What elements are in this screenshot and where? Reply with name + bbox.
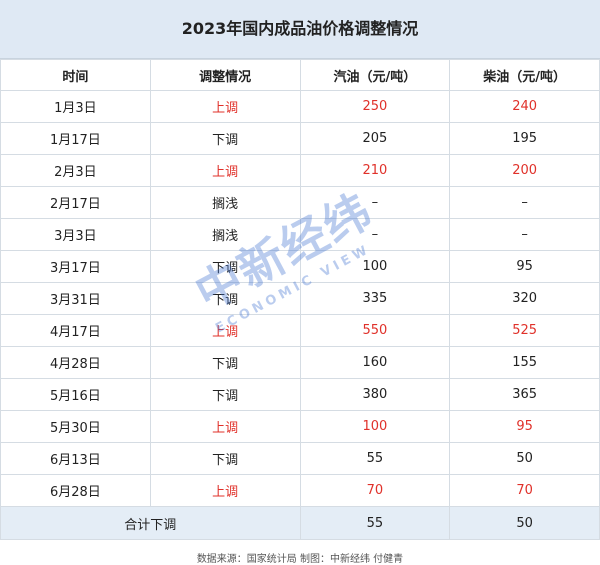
title: 2023年国内成品油价格调整情况: [0, 0, 600, 59]
cell: 3月31日: [0, 282, 151, 315]
cell: 100: [299, 410, 451, 443]
cell: 155: [449, 346, 600, 379]
cell: 1月3日: [0, 90, 151, 123]
cell: 下调: [149, 250, 301, 283]
cell: 3月3日: [0, 218, 151, 251]
cell: 250: [299, 90, 451, 123]
cell: 下调: [149, 378, 301, 411]
cell: 时间: [0, 59, 151, 91]
cell: 200: [449, 154, 600, 187]
data-row: 4月28日 下调 160 155: [0, 346, 600, 379]
cell: 3月17日: [0, 250, 151, 283]
cell: –: [299, 186, 451, 219]
cell: 95: [449, 250, 600, 283]
cell: 上调: [149, 314, 301, 347]
cell: 2月17日: [0, 186, 151, 219]
cell: 335: [299, 282, 451, 315]
data-row: 3月17日 下调 100 95: [0, 250, 600, 283]
cell: –: [299, 218, 451, 251]
data-row: 5月30日 上调 100 95: [0, 410, 600, 443]
cell: 55: [299, 442, 451, 475]
cell: 380: [299, 378, 451, 411]
cell: 240: [449, 90, 600, 123]
cell: 下调: [149, 346, 301, 379]
cell: 上调: [149, 474, 301, 507]
data-row: 1月17日 下调 205 195: [0, 122, 600, 155]
data-row: 3月3日 搁浅 – –: [0, 218, 600, 251]
data-row: 5月16日 下调 380 365: [0, 378, 600, 411]
cell: –: [449, 218, 600, 251]
cell: 320: [449, 282, 600, 315]
total-row: 合计下调 55 50: [0, 506, 600, 540]
data-row: 1月3日 上调 250 240: [0, 90, 600, 123]
cell: 210: [299, 154, 451, 187]
data-row: 3月31日 下调 335 320: [0, 282, 600, 315]
cell: 合计下调: [0, 506, 301, 540]
cell: 6月13日: [0, 442, 151, 475]
cell: 100: [299, 250, 451, 283]
data-row: 6月13日 下调 55 50: [0, 442, 600, 475]
cell: 195: [449, 122, 600, 155]
cell: 365: [449, 378, 600, 411]
cell: 6月28日: [0, 474, 151, 507]
cell: 下调: [149, 282, 301, 315]
cell: 5月30日: [0, 410, 151, 443]
table: 时间 调整情况 汽油（元/吨） 柴油（元/吨） 1月3日 上调 250 240 1月17日 下调 2…: [0, 59, 600, 540]
cell: 70: [449, 474, 600, 507]
cell: 95: [449, 410, 600, 443]
cell: 70: [299, 474, 451, 507]
data-row: 2月17日 搁浅 – –: [0, 186, 600, 219]
cell: 上调: [149, 154, 301, 187]
cell: 2月3日: [0, 154, 151, 187]
cell: 汽油（元/吨）: [299, 59, 451, 91]
cell: 1月17日: [0, 122, 151, 155]
cell: 搁浅: [149, 186, 301, 219]
cell: 5月16日: [0, 378, 151, 411]
cell: 上调: [149, 410, 301, 443]
cell: 上调: [149, 90, 301, 123]
data-row: 2月3日 上调 210 200: [0, 154, 600, 187]
data-row: 6月28日 上调 70 70: [0, 474, 600, 507]
cell: 搁浅: [149, 218, 301, 251]
cell: 50: [449, 442, 600, 475]
cell: 525: [449, 314, 600, 347]
cell: 4月17日: [0, 314, 151, 347]
cell: –: [449, 186, 600, 219]
cell: 550: [299, 314, 451, 347]
cell: 下调: [149, 122, 301, 155]
header-row: 时间 调整情况 汽油（元/吨） 柴油（元/吨）: [0, 59, 600, 91]
cell: 调整情况: [149, 59, 301, 91]
data-row: 4月17日 上调 550 525: [0, 314, 600, 347]
source: 数据来源：国家统计局 制图：中新经纬 付健青: [196, 554, 404, 565]
cell: 下调: [149, 442, 301, 475]
cell: 205: [299, 122, 451, 155]
cell: 50: [449, 506, 600, 540]
cell: 160: [299, 346, 451, 379]
cell: 柴油（元/吨）: [449, 59, 600, 91]
cell: 4月28日: [0, 346, 151, 379]
cell: 55: [299, 506, 451, 540]
